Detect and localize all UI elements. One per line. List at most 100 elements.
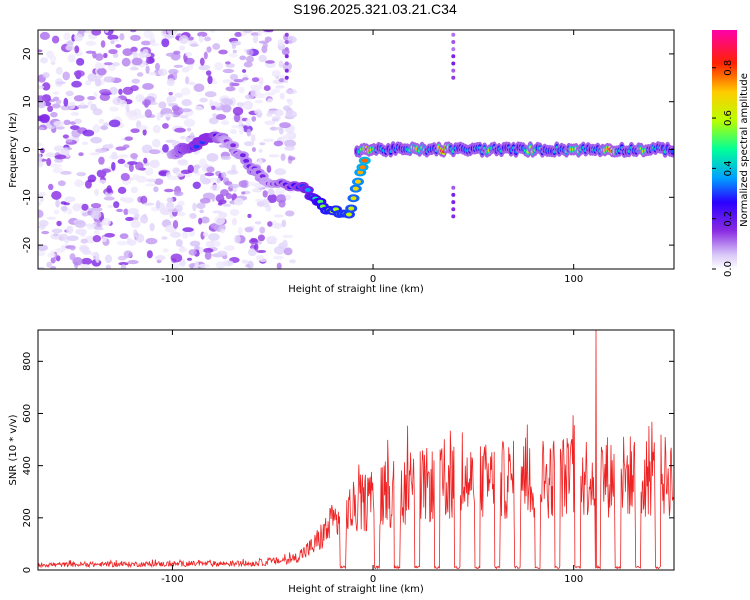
- noise-blob: [178, 246, 187, 253]
- artifact-mark: [451, 185, 456, 190]
- noise-blob: [85, 40, 97, 46]
- noise-blob: [123, 144, 130, 149]
- noise-blob: [63, 202, 70, 206]
- noise-blob: [83, 30, 94, 34]
- noise-blob: [255, 255, 265, 261]
- noise-blob: [73, 70, 85, 77]
- noise-blob: [198, 217, 203, 225]
- colorbar-tick-label: 0.6: [723, 110, 734, 126]
- noise-blob: [226, 169, 239, 175]
- noise-blob: [119, 233, 129, 240]
- noise-blob: [198, 35, 204, 43]
- noise-blob: [204, 36, 211, 42]
- spectrogram-xtick-label: -100: [161, 274, 184, 285]
- noise-blob: [142, 202, 155, 206]
- noise-blob: [156, 112, 161, 121]
- noise-blob: [206, 166, 215, 173]
- noise-blob: [92, 124, 101, 134]
- snr-ylabel: SNR (10 * v/v): [8, 414, 19, 485]
- noise-blob: [38, 219, 49, 227]
- noise-blob: [232, 106, 244, 116]
- noise-blob: [271, 118, 280, 122]
- noise-blob: [70, 111, 80, 116]
- noise-blob: [192, 181, 201, 189]
- noise-blob: [284, 145, 295, 151]
- artifact-mark: [451, 61, 456, 66]
- noise-blob: [269, 126, 278, 131]
- signal-core: [352, 186, 359, 191]
- noise-blob: [173, 71, 178, 81]
- noise-blob: [87, 73, 98, 82]
- noise-blob: [60, 170, 72, 175]
- noise-blob: [280, 153, 286, 161]
- noise-blob: [273, 246, 286, 255]
- spectrogram-xlabel: Height of straight line (km): [288, 284, 424, 295]
- noise-blob: [65, 138, 73, 143]
- noise-blob: [140, 214, 149, 224]
- noise-blob: [198, 64, 211, 71]
- noise-blob: [46, 50, 54, 59]
- noise-blob: [181, 231, 189, 239]
- noise-blob: [203, 248, 214, 253]
- noise-blob: [127, 161, 138, 165]
- noise-blob: [129, 34, 141, 41]
- noise-blob: [223, 245, 235, 251]
- noise-blob: [100, 40, 106, 48]
- noise-blob: [204, 172, 215, 177]
- noise-blob: [183, 118, 196, 128]
- noise-blob: [149, 159, 160, 169]
- noise-blob: [76, 104, 89, 109]
- noise-blob: [262, 198, 270, 208]
- noise-blob: [199, 97, 208, 103]
- noise-blob: [267, 188, 275, 196]
- artifact-mark: [451, 192, 456, 197]
- noise-blob: [53, 120, 64, 127]
- noise-blob: [128, 163, 134, 172]
- spectrogram-plot: [38, 30, 674, 269]
- noise-blob: [91, 30, 102, 36]
- artifact-mark: [284, 68, 289, 73]
- noise-blob: [274, 168, 287, 176]
- noise-blob: [108, 49, 118, 55]
- noise-blob: [180, 108, 192, 113]
- noise-blob: [250, 84, 262, 91]
- noise-blob: [74, 220, 86, 228]
- noise-blob: [173, 107, 184, 116]
- noise-blob: [273, 140, 284, 147]
- noise-blob: [250, 88, 257, 97]
- artifact-mark: [284, 39, 289, 44]
- noise-blob: [202, 232, 209, 237]
- noise-blob: [92, 235, 102, 243]
- noise-blob: [130, 30, 137, 33]
- artifact-mark: [451, 39, 456, 44]
- noise-blob: [142, 82, 154, 90]
- noise-blob: [145, 237, 158, 245]
- noise-blob: [120, 264, 127, 269]
- noise-blob: [117, 255, 127, 261]
- snr-ytick-label: 0: [22, 567, 33, 573]
- noise-blob: [92, 108, 103, 116]
- noise-blob: [231, 43, 236, 50]
- noise-blob: [168, 91, 173, 96]
- noise-blob: [247, 213, 252, 218]
- snr-ytick-label: 800: [22, 352, 33, 371]
- noise-blob: [185, 136, 191, 143]
- noise-blob: [94, 188, 99, 196]
- noise-blob: [125, 104, 130, 113]
- colorbar-label: Normalized spectral amplitude: [739, 73, 750, 227]
- noise-blob: [38, 153, 42, 162]
- noise-blob: [229, 73, 239, 81]
- noise-blob: [173, 191, 184, 197]
- noise-blob: [180, 169, 191, 175]
- noise-blob: [233, 113, 241, 123]
- noise-blob: [39, 113, 50, 122]
- noise-blob: [76, 172, 87, 177]
- noise-blob: [153, 186, 159, 193]
- noise-blob: [251, 77, 260, 83]
- noise-blob: [132, 51, 138, 59]
- noise-blob: [112, 62, 120, 67]
- noise-blob: [267, 221, 273, 227]
- noise-blob: [107, 204, 114, 209]
- noise-blob: [246, 128, 252, 137]
